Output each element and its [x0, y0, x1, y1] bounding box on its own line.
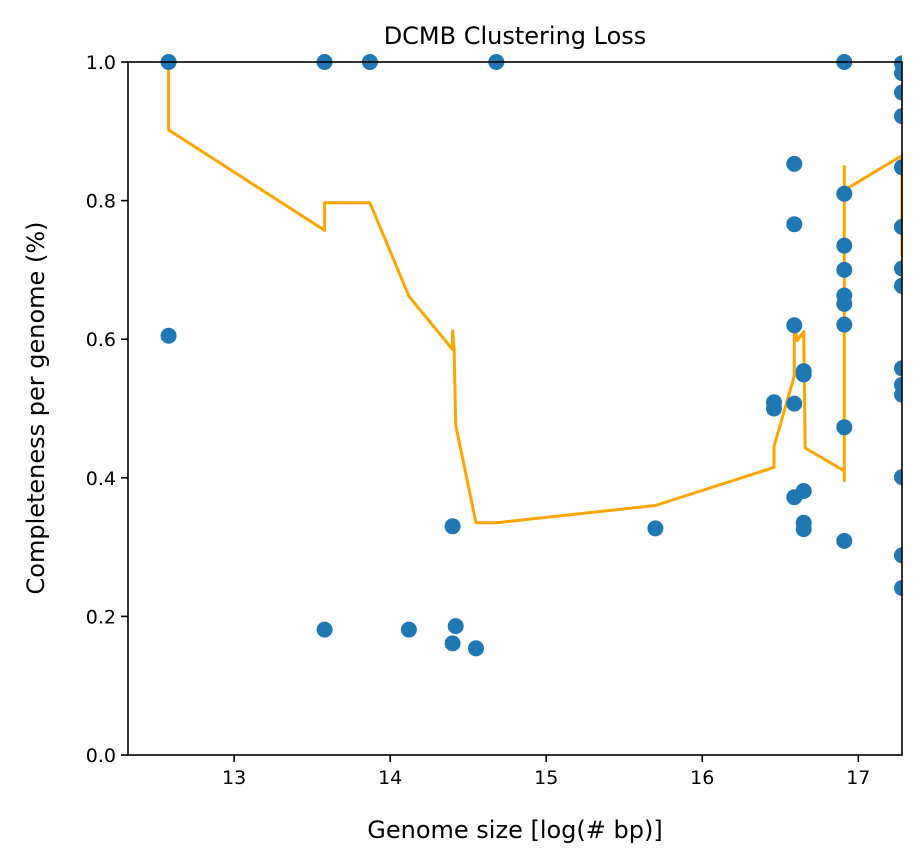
data-point [894, 84, 902, 101]
x-tick-label: 13 [222, 767, 246, 789]
trend-line-layer [167, 62, 903, 525]
x-tick-label: 15 [534, 767, 558, 789]
data-point [786, 395, 803, 412]
data-point [468, 640, 484, 657]
x-tick-label: 16 [690, 767, 714, 789]
data-point [316, 621, 333, 638]
data-point [894, 260, 902, 277]
y-tick-label: 1.0 [86, 52, 116, 74]
data-point [786, 155, 803, 172]
data-point [795, 521, 812, 538]
data-point [836, 295, 853, 312]
data-point [894, 108, 902, 125]
data-point [894, 159, 902, 176]
data-point [444, 518, 461, 535]
data-point [444, 635, 461, 652]
data-point [647, 520, 664, 537]
data-point [894, 469, 902, 486]
data-point [836, 185, 853, 202]
data-point [786, 317, 803, 334]
y-tick-label: 0.6 [86, 329, 116, 351]
data-point [836, 316, 853, 333]
data-point [894, 277, 902, 294]
data-point [795, 366, 812, 383]
data-point [795, 483, 812, 499]
data-point [160, 327, 177, 344]
y-tick-label: 0.0 [86, 745, 116, 767]
x-axis-label: Genome size [log(# bp)] [367, 816, 662, 844]
axes: 13 14 15 16 17 0.0 0.2 0.4 0.6 0.8 1.0 [86, 52, 903, 789]
x-tick-label: 17 [846, 767, 870, 789]
y-tick-label: 0.4 [86, 468, 116, 490]
y-tick-label: 0.2 [86, 606, 116, 628]
data-point [894, 580, 902, 596]
data-point [836, 532, 853, 549]
data-point [894, 65, 902, 82]
data-point [894, 547, 902, 564]
data-points-layer [160, 54, 902, 657]
data-point [836, 419, 853, 436]
data-point [836, 237, 853, 254]
data-point [786, 216, 803, 233]
chart-title: DCMB Clustering Loss [384, 22, 647, 50]
trend-line [167, 62, 903, 525]
data-point [894, 386, 902, 403]
plot-frame [127, 61, 903, 756]
y-tick-label: 0.8 [86, 191, 116, 213]
data-point [400, 621, 417, 638]
data-point [894, 360, 902, 377]
y-axis-label: Completeness per genome (%) [22, 222, 50, 595]
data-point [894, 218, 902, 235]
data-point [836, 261, 853, 278]
data-point [447, 618, 464, 635]
data-point [766, 400, 782, 417]
x-tick-label: 14 [378, 767, 402, 789]
